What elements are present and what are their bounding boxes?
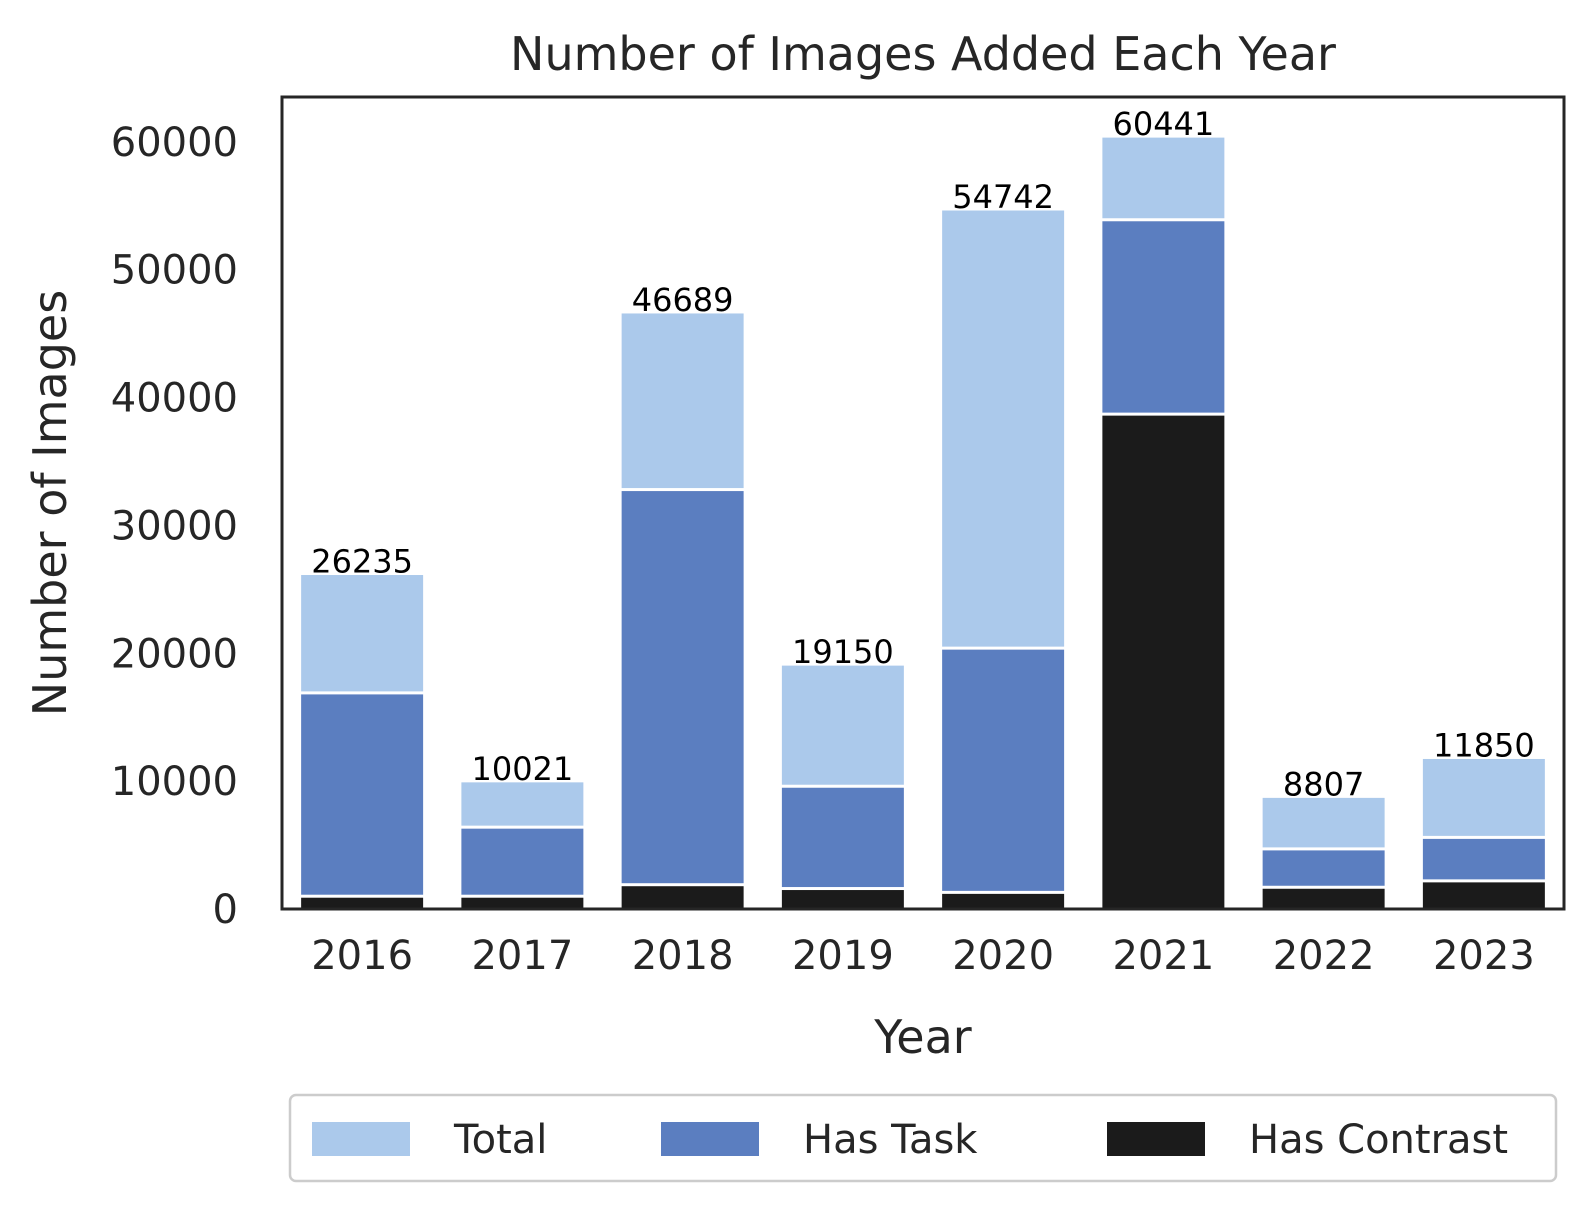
- x-tick-label-2016: 2016: [311, 933, 413, 979]
- x-tick-label-2021: 2021: [1112, 933, 1214, 979]
- data-label-2018: 46689: [632, 281, 734, 319]
- bar-has-contrast-2016: [298, 894, 427, 911]
- bars-layer: [298, 134, 1548, 911]
- bar-has-contrast-2017: [458, 894, 587, 911]
- data-label-2017: 10021: [471, 750, 573, 788]
- legend-label-total: Total: [453, 1117, 547, 1163]
- x-tick-label-2018: 2018: [632, 933, 734, 979]
- y-tick-label-50000: 50000: [111, 248, 238, 294]
- y-tick-label-30000: 30000: [111, 503, 238, 549]
- bar-has-contrast-2022: [1259, 885, 1388, 911]
- x-tick-label-2023: 2023: [1433, 933, 1535, 979]
- data-label-2020: 54742: [952, 178, 1054, 216]
- bar-has-contrast-2023: [1419, 879, 1548, 911]
- legend-frame: [288, 1093, 1558, 1183]
- plot-frame: [280, 95, 1566, 911]
- bar-has-contrast-2019: [778, 887, 907, 911]
- data-label-2021: 60441: [1112, 105, 1214, 143]
- x-tick-label-2020: 2020: [952, 933, 1054, 979]
- data-label-2019: 19150: [792, 633, 894, 671]
- y-axis-label: Number of Images: [23, 290, 77, 716]
- x-axis-label: Year: [873, 1010, 971, 1064]
- legend-label-has-task: Has Task: [803, 1117, 978, 1163]
- y-tick-label-20000: 20000: [111, 631, 238, 677]
- y-tick-label-10000: 10000: [111, 759, 238, 805]
- x-tick-labels: 2016 2017 2018 2019 2020 2021 2022 2023: [311, 933, 1535, 979]
- data-label-2022: 8807: [1283, 765, 1364, 803]
- data-label-2023: 11850: [1433, 726, 1535, 764]
- y-tick-labels: 0 10000 20000 30000 40000 50000 60000: [111, 120, 238, 933]
- bar-has-contrast-2018: [618, 883, 747, 911]
- bar-has-contrast-2020: [939, 890, 1068, 911]
- data-label-2016: 26235: [311, 543, 413, 581]
- y-tick-label-0: 0: [213, 887, 238, 933]
- bar-has-contrast-2021: [1099, 412, 1228, 911]
- legend: Total Has Task Has Contrast: [288, 1093, 1558, 1183]
- y-tick-label-40000: 40000: [111, 376, 238, 422]
- legend-swatch-total: [312, 1122, 410, 1156]
- bar-has-task-2016: [298, 691, 427, 911]
- chart-title: Number of Images Added Each Year: [510, 27, 1336, 81]
- data-labels-layer: 26235 10021 46689 19150 54742 60441 8807 11850: [311, 105, 1535, 803]
- legend-label-has-contrast: Has Contrast: [1249, 1117, 1508, 1163]
- x-tick-label-2019: 2019: [792, 933, 894, 979]
- legend-swatch-has-contrast: [1107, 1122, 1205, 1156]
- bar-has-task-2020: [939, 646, 1068, 911]
- x-tick-label-2022: 2022: [1273, 933, 1375, 979]
- x-tick-label-2017: 2017: [471, 933, 573, 979]
- legend-items: Total Has Task Has Contrast: [312, 1117, 1508, 1163]
- legend-swatch-has-task: [661, 1122, 759, 1156]
- bar-has-task-2018: [618, 488, 747, 911]
- y-tick-label-60000: 60000: [111, 120, 238, 166]
